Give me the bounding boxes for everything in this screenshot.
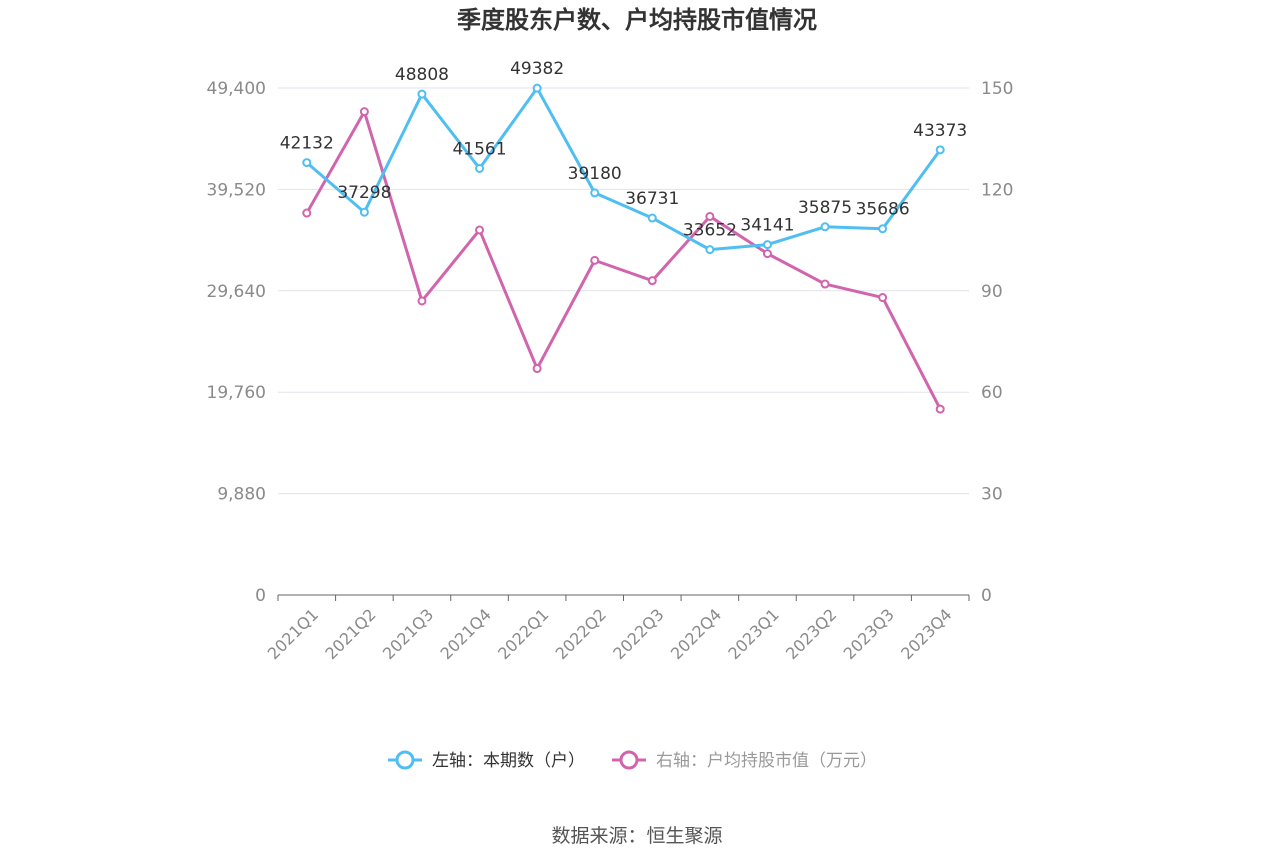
data-label: 34141 <box>740 216 794 236</box>
legend-label-right-series: 右轴：户均持股市值（万元） <box>656 751 877 771</box>
data-point-right[interactable] <box>705 211 715 221</box>
data-point-left[interactable] <box>359 207 369 217</box>
data-point-left[interactable] <box>878 224 888 234</box>
data-point-left[interactable] <box>762 240 772 250</box>
data-label: 33652 <box>683 221 737 241</box>
legend-marker-left-series <box>395 750 415 770</box>
data-label: 39180 <box>568 164 622 184</box>
x-tick-label: 2021Q2 <box>321 605 379 663</box>
data-labels: 42132 37298 48808 41561 49382 391803673133652… <box>280 59 968 240</box>
legend-marker-right-series <box>619 750 639 770</box>
data-point-left[interactable] <box>647 213 657 223</box>
data-label: 49382 <box>510 59 564 79</box>
x-tick-label: 2022Q3 <box>609 605 667 663</box>
data-label: 36731 <box>625 189 679 209</box>
data-point-right[interactable] <box>935 404 945 414</box>
x-tick-label: 2022Q4 <box>667 605 725 663</box>
legend-label-left-series: 左轴：本期数（户） <box>432 751 585 771</box>
data-point-right[interactable] <box>417 296 427 306</box>
data-label: 35875 <box>798 198 852 218</box>
data-point-left[interactable] <box>475 163 485 173</box>
x-tick-label: 2023Q3 <box>840 605 898 663</box>
chart-title: 季度股东户数、户均持股市值情况 <box>457 6 817 34</box>
y-right-tick-label: 30 <box>981 485 1003 505</box>
data-point-left[interactable] <box>302 158 312 168</box>
data-point-left[interactable] <box>705 245 715 255</box>
x-tick-label: 2023Q2 <box>782 605 840 663</box>
legend-item-right-series[interactable]: 右轴：户均持股市值（万元） <box>612 750 877 771</box>
source-note: 数据来源：恒生聚源 <box>551 825 722 847</box>
data-point-right[interactable] <box>762 249 772 259</box>
data-point-left[interactable] <box>820 222 830 232</box>
x-tick-label: 2022Q2 <box>552 605 610 663</box>
x-tick-label: 2022Q1 <box>494 605 552 663</box>
grid <box>278 87 969 495</box>
data-label: 48808 <box>395 65 449 85</box>
y-left-tick-label: 0 <box>255 586 266 606</box>
y-left-tick-label: 19,760 <box>207 383 266 403</box>
x-tick-label: 2021Q1 <box>264 605 322 663</box>
series-line-left <box>305 86 942 252</box>
x-tick-label: 2023Q4 <box>897 605 955 663</box>
data-point-right[interactable] <box>647 276 657 286</box>
y-right-tick-label: 90 <box>981 282 1003 302</box>
data-point-left[interactable] <box>590 188 600 198</box>
y-right-tick-label: 150 <box>981 79 1013 99</box>
y-left-tick-label: 49,400 <box>207 79 266 99</box>
x-tick-label: 2023Q1 <box>724 605 782 663</box>
series-lines <box>302 83 945 414</box>
data-point-right[interactable] <box>820 279 830 289</box>
legend-item-left-series[interactable]: 左轴：本期数（户） <box>388 750 585 771</box>
data-label: 43373 <box>913 121 967 141</box>
data-point-right[interactable] <box>359 107 369 117</box>
data-label: 41561 <box>452 139 506 159</box>
data-point-right[interactable] <box>475 225 485 235</box>
y-right-tick-label: 0 <box>981 586 992 606</box>
data-point-right[interactable] <box>590 255 600 265</box>
data-label: 37298 <box>337 183 391 203</box>
legend: 左轴：本期数（户） 右轴：户均持股市值（万元） <box>388 750 877 771</box>
data-point-left[interactable] <box>532 83 542 93</box>
y-right-tick-label: 60 <box>981 383 1003 403</box>
x-tick-label: 2021Q4 <box>437 605 495 663</box>
y-left-tick-label: 39,520 <box>207 180 266 200</box>
data-point-right[interactable] <box>302 208 312 218</box>
data-label: 42132 <box>280 134 334 154</box>
series-line-right <box>305 110 942 410</box>
x-tick-label: 2021Q3 <box>379 605 437 663</box>
data-point-left[interactable] <box>935 145 945 155</box>
y-left-tick-label: 9,880 <box>217 485 266 505</box>
y-left-tick-label: 29,640 <box>207 282 266 302</box>
data-point-right[interactable] <box>878 293 888 303</box>
data-point-left[interactable] <box>417 89 427 99</box>
data-label: 35686 <box>856 200 910 220</box>
data-point-right[interactable] <box>532 364 542 374</box>
y-right-tick-label: 120 <box>981 180 1013 200</box>
